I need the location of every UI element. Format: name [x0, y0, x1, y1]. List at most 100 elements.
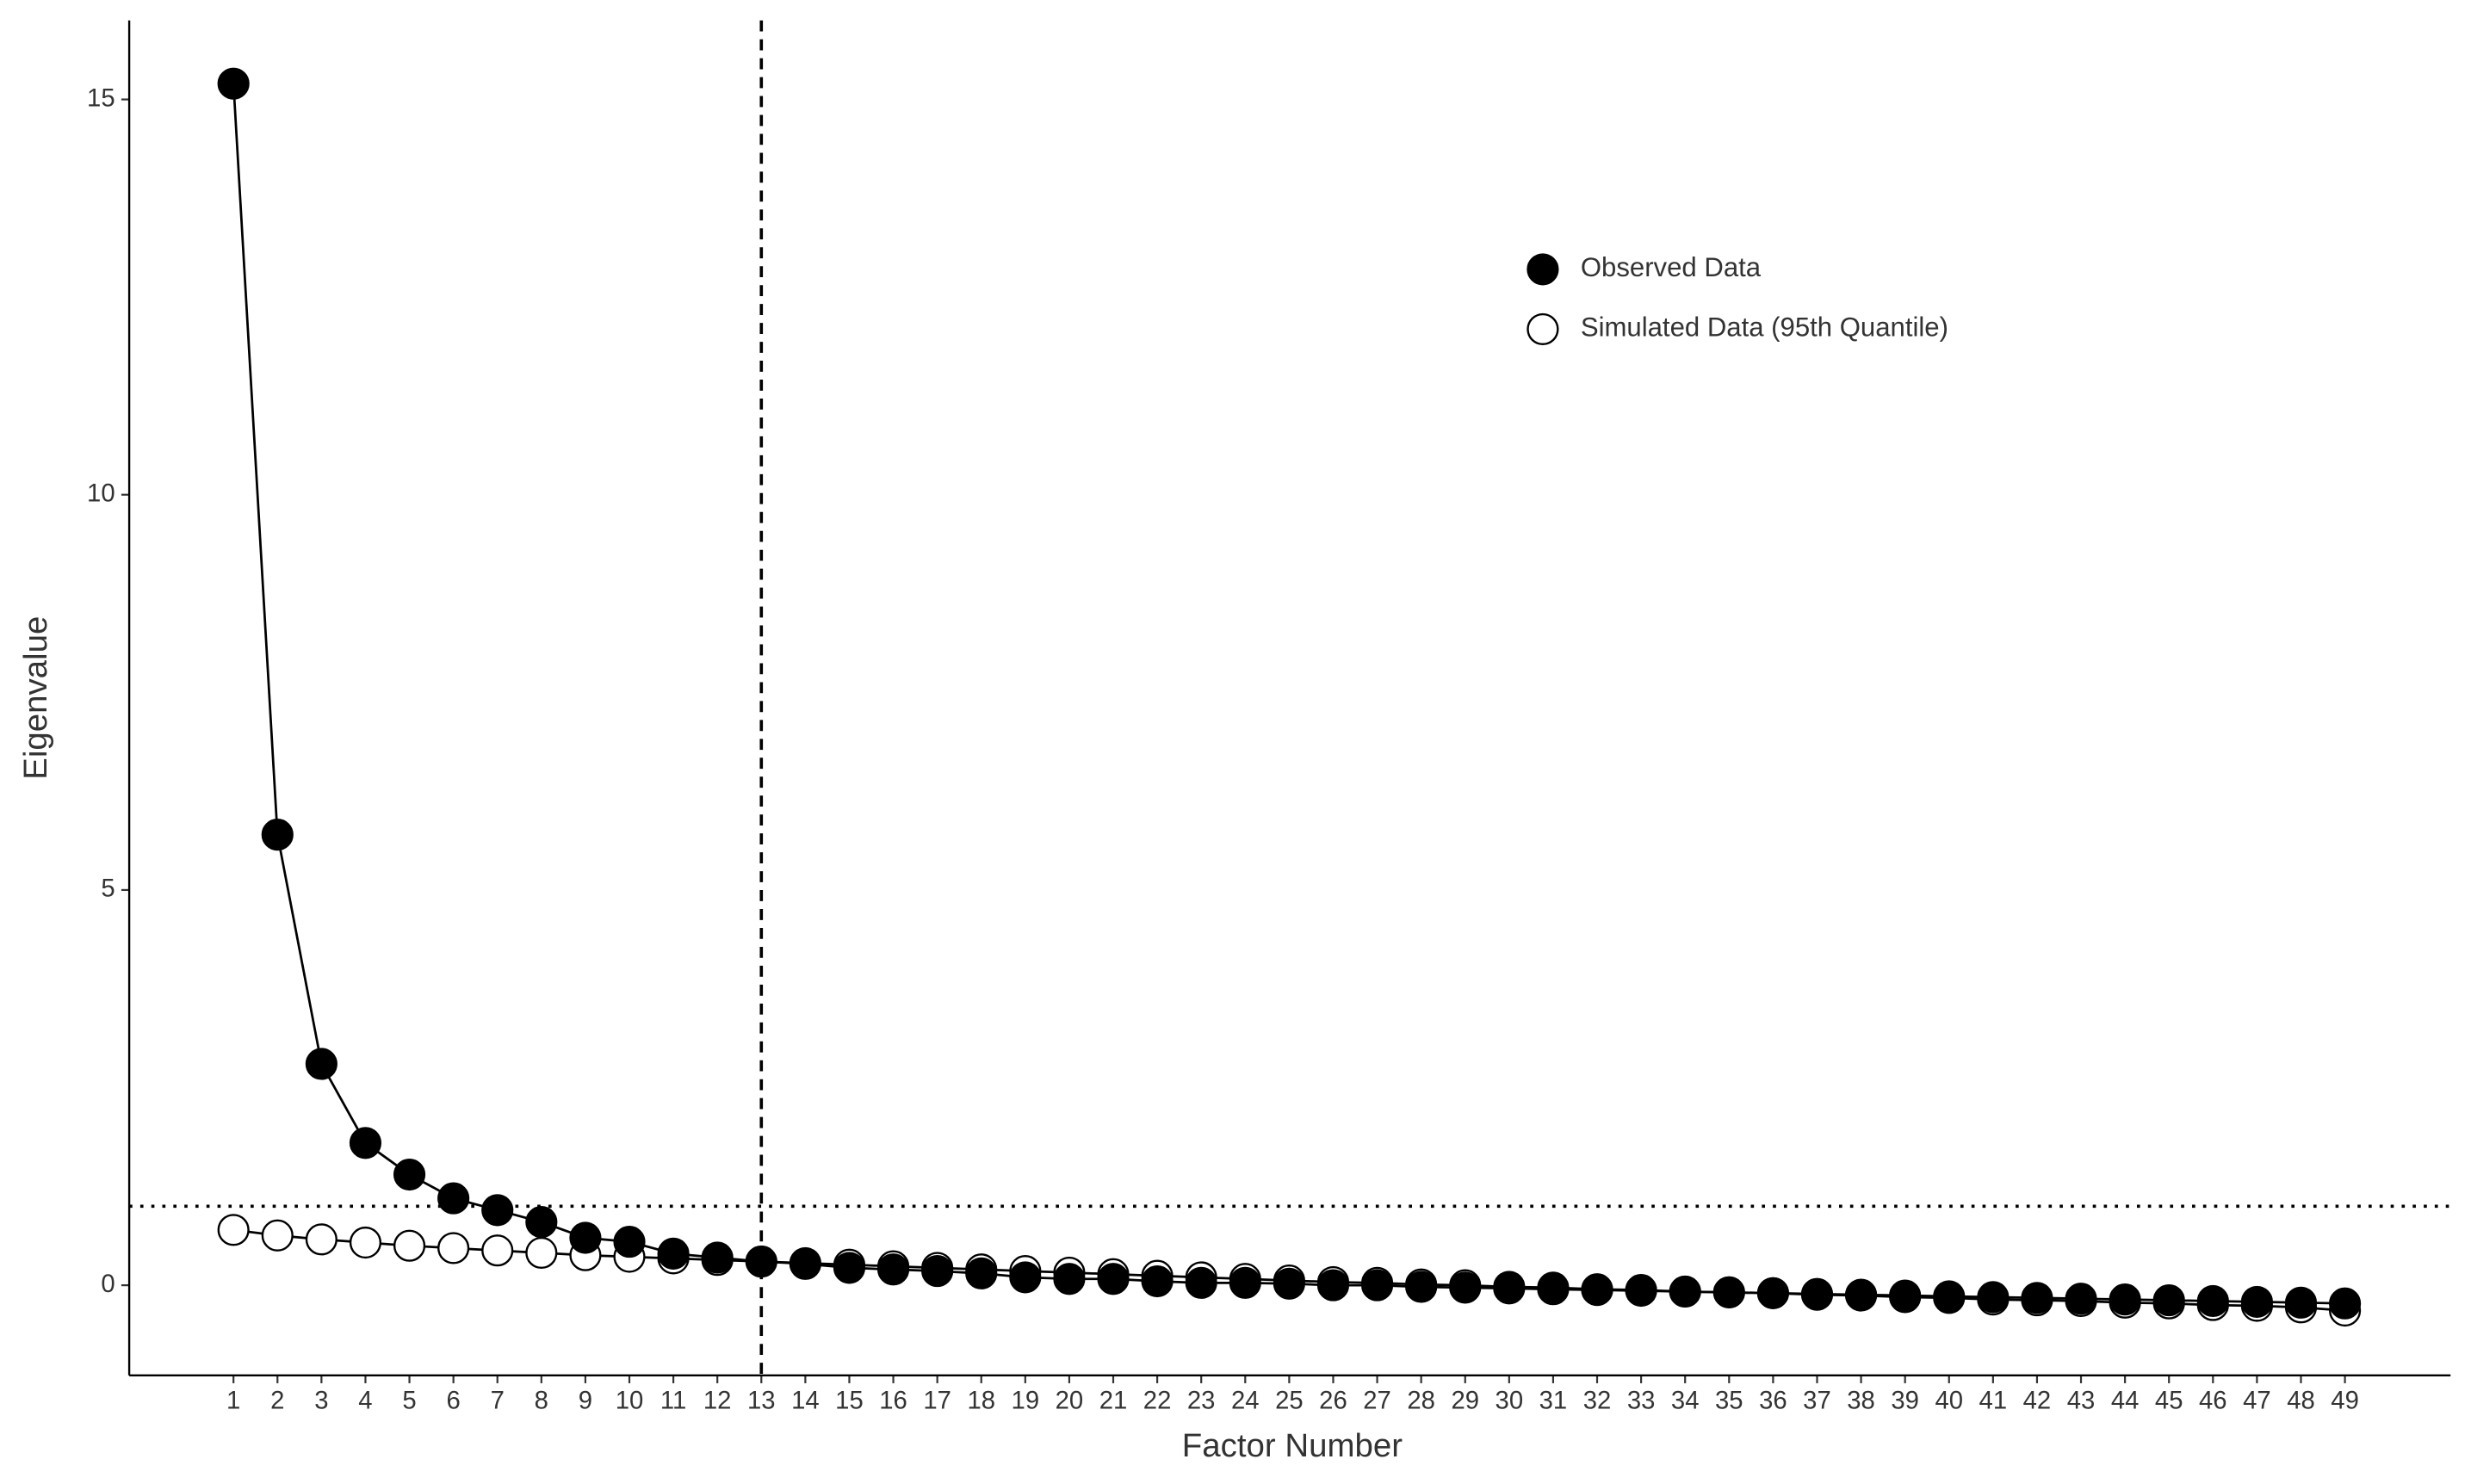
- x-tick-label: 30: [1496, 1387, 1524, 1415]
- x-tick-label: 31: [1539, 1387, 1568, 1415]
- point: [1844, 1278, 1878, 1311]
- point: [1273, 1267, 1305, 1300]
- point: [833, 1252, 866, 1284]
- point: [1581, 1274, 1613, 1307]
- point: [613, 1226, 646, 1258]
- point: [1316, 1269, 1350, 1302]
- x-tick-label: 16: [879, 1387, 907, 1415]
- point: [349, 1226, 382, 1259]
- x-tick-label: 44: [2111, 1387, 2140, 1415]
- x-tick-label: 33: [1627, 1387, 1656, 1415]
- x-tick-label: 13: [747, 1387, 776, 1415]
- point: [1669, 1275, 1701, 1308]
- x-tick-label: 15: [835, 1387, 864, 1415]
- x-tick-label: 38: [1847, 1387, 1875, 1415]
- point: [789, 1247, 821, 1280]
- y-tick-label: 0: [101, 1270, 115, 1298]
- x-tick-label: 8: [535, 1387, 548, 1415]
- y-tick-label: 10: [87, 479, 115, 507]
- x-tick-label: 46: [2199, 1387, 2227, 1415]
- x-tick-label: 28: [1407, 1387, 1435, 1415]
- series-line: [232, 83, 2345, 1305]
- y-axis-label: Eigenvalue: [17, 616, 54, 780]
- point: [481, 1194, 514, 1227]
- x-tick-label: 41: [1979, 1387, 2008, 1415]
- point: [1360, 1269, 1394, 1302]
- point: [393, 1229, 426, 1262]
- x-tick-label: 4: [358, 1387, 372, 1415]
- point: [2021, 1282, 2053, 1314]
- x-tick-label: 47: [2243, 1387, 2271, 1415]
- x-tick-label: 48: [2287, 1387, 2315, 1415]
- point: [217, 1214, 250, 1246]
- y-tick-label: 15: [87, 83, 115, 112]
- legend-label: Simulated Data (95th Quantile): [1581, 312, 1948, 343]
- point: [1800, 1277, 1834, 1310]
- x-tick-label: 11: [660, 1387, 686, 1415]
- x-axis-label: Factor Number: [1182, 1427, 1403, 1464]
- point: [481, 1234, 514, 1267]
- point: [305, 1223, 338, 1256]
- point: [2329, 1287, 2362, 1320]
- point: [569, 1221, 602, 1254]
- point: [261, 1219, 294, 1252]
- point: [2284, 1286, 2318, 1319]
- x-tick-label: 2: [270, 1387, 284, 1415]
- x-tick-label: 12: [703, 1387, 732, 1415]
- point: [2109, 1283, 2141, 1316]
- x-tick-label: 19: [1012, 1387, 1040, 1415]
- x-tick-label: 21: [1099, 1387, 1128, 1415]
- x-tick-label: 14: [791, 1387, 820, 1415]
- x-tick-label: 3: [314, 1387, 328, 1415]
- x-tick-label: 23: [1187, 1387, 1216, 1415]
- x-tick-label: 36: [1759, 1387, 1787, 1415]
- point: [1097, 1263, 1130, 1295]
- legend-marker: [1527, 253, 1559, 286]
- x-tick-label: 32: [1583, 1387, 1612, 1415]
- point: [525, 1236, 558, 1270]
- point: [657, 1237, 690, 1270]
- point: [965, 1257, 998, 1289]
- point: [1009, 1261, 1042, 1294]
- point: [1933, 1280, 1966, 1313]
- x-tick-label: 1: [226, 1387, 240, 1415]
- x-tick-label: 43: [2067, 1387, 2096, 1415]
- point: [525, 1206, 558, 1239]
- x-tick-label: 49: [2331, 1387, 2359, 1415]
- x-tick-label: 10: [616, 1387, 644, 1415]
- x-tick-label: 27: [1363, 1387, 1391, 1415]
- x-tick-label: 39: [1891, 1387, 1919, 1415]
- point: [1537, 1273, 1570, 1306]
- point: [876, 1253, 910, 1286]
- x-tick-label: 5: [402, 1387, 416, 1415]
- point: [1449, 1271, 1482, 1304]
- point: [2240, 1285, 2273, 1318]
- x-tick-label: 34: [1671, 1387, 1700, 1415]
- point: [1493, 1272, 1526, 1305]
- point: [1625, 1274, 1657, 1308]
- point: [1141, 1264, 1174, 1298]
- x-tick-label: 37: [1803, 1387, 1831, 1415]
- point: [2152, 1283, 2185, 1317]
- x-tick-label: 18: [967, 1387, 995, 1415]
- y-tick-label: 5: [101, 875, 115, 903]
- x-tick-label: 17: [923, 1387, 951, 1415]
- point: [261, 819, 294, 851]
- point: [437, 1182, 470, 1215]
- x-tick-label: 42: [2023, 1387, 2052, 1415]
- point: [745, 1245, 777, 1278]
- point: [305, 1048, 338, 1080]
- legend-marker: [1527, 312, 1559, 346]
- x-tick-label: 40: [1935, 1387, 1963, 1415]
- point: [217, 67, 250, 100]
- point: [393, 1158, 426, 1191]
- x-tick-label: 35: [1715, 1387, 1743, 1415]
- point: [1756, 1277, 1789, 1309]
- x-tick-label: 22: [1143, 1387, 1172, 1415]
- x-tick-label: 20: [1056, 1387, 1084, 1415]
- x-tick-label: 6: [446, 1387, 460, 1415]
- x-tick-label: 9: [579, 1387, 592, 1415]
- point: [1977, 1281, 2010, 1314]
- x-tick-label: 7: [491, 1387, 505, 1415]
